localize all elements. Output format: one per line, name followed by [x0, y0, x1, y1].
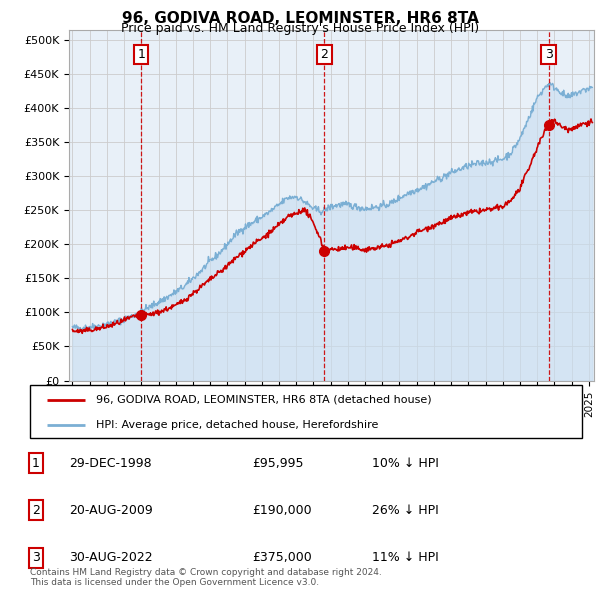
Text: HPI: Average price, detached house, Herefordshire: HPI: Average price, detached house, Here… [96, 419, 379, 430]
Text: £190,000: £190,000 [252, 504, 311, 517]
Text: 3: 3 [545, 48, 553, 61]
Text: 1: 1 [137, 48, 145, 61]
Text: 96, GODIVA ROAD, LEOMINSTER, HR6 8TA (detached house): 96, GODIVA ROAD, LEOMINSTER, HR6 8TA (de… [96, 395, 432, 405]
Text: Price paid vs. HM Land Registry's House Price Index (HPI): Price paid vs. HM Land Registry's House … [121, 22, 479, 35]
Text: £375,000: £375,000 [252, 551, 312, 564]
Text: 20-AUG-2009: 20-AUG-2009 [69, 504, 153, 517]
Text: 2: 2 [320, 48, 328, 61]
Text: 96, GODIVA ROAD, LEOMINSTER, HR6 8TA: 96, GODIVA ROAD, LEOMINSTER, HR6 8TA [122, 11, 478, 25]
Text: 1: 1 [32, 457, 40, 470]
Text: 26% ↓ HPI: 26% ↓ HPI [372, 504, 439, 517]
Text: 29-DEC-1998: 29-DEC-1998 [69, 457, 152, 470]
Text: 3: 3 [32, 551, 40, 564]
Text: £95,995: £95,995 [252, 457, 304, 470]
FancyBboxPatch shape [30, 385, 582, 438]
Text: Contains HM Land Registry data © Crown copyright and database right 2024.
This d: Contains HM Land Registry data © Crown c… [30, 568, 382, 587]
Text: 10% ↓ HPI: 10% ↓ HPI [372, 457, 439, 470]
Text: 2: 2 [32, 504, 40, 517]
Text: 11% ↓ HPI: 11% ↓ HPI [372, 551, 439, 564]
Text: 30-AUG-2022: 30-AUG-2022 [69, 551, 152, 564]
